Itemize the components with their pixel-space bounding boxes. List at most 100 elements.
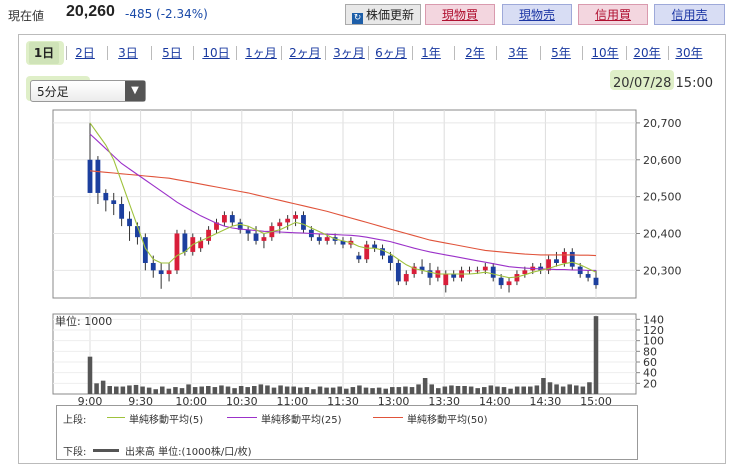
candle-body bbox=[293, 215, 298, 219]
volume-bar bbox=[94, 383, 99, 394]
candle-body bbox=[253, 233, 259, 241]
volume-bar bbox=[495, 386, 500, 394]
volume-bar bbox=[587, 382, 592, 394]
volume-unit-label: 単位: 1000 bbox=[55, 314, 112, 328]
ma25-line bbox=[89, 133, 596, 271]
current-price-value: 20,260 bbox=[66, 3, 115, 20]
volume-bar bbox=[238, 386, 244, 394]
candle-body bbox=[403, 274, 409, 282]
volume-bar bbox=[574, 385, 579, 394]
candle-body bbox=[498, 277, 504, 286]
volume-bar bbox=[455, 386, 461, 394]
tab-1day[interactable]: 1日 bbox=[29, 42, 59, 64]
refresh-quote-button[interactable]: ↻ 株価更新 bbox=[345, 4, 421, 25]
candle-body bbox=[380, 248, 385, 256]
volume-tick-label: 120 bbox=[643, 324, 664, 337]
volume-bar bbox=[350, 387, 356, 394]
volume-bar bbox=[120, 386, 126, 394]
time-tick-label: 9:30 bbox=[128, 395, 153, 408]
time-tick-label: 13:30 bbox=[428, 395, 460, 408]
volume-bar bbox=[482, 387, 487, 394]
tab-2month[interactable]: 2ヶ月 bbox=[289, 46, 321, 60]
price-tick-label: 20,600 bbox=[643, 154, 682, 167]
volume-bar bbox=[403, 386, 408, 394]
volume-bar bbox=[199, 386, 204, 394]
tab-2day[interactable]: 2日 bbox=[75, 46, 95, 60]
candle-body bbox=[229, 215, 235, 223]
candle-body bbox=[364, 244, 370, 260]
volume-bar bbox=[114, 386, 119, 394]
volume-tick-label: 100 bbox=[643, 335, 664, 348]
volume-bar bbox=[127, 385, 132, 394]
volume-bar bbox=[396, 387, 402, 394]
volume-plot-area bbox=[52, 313, 637, 395]
tab-10day[interactable]: 10日 bbox=[202, 46, 230, 60]
volume-bar bbox=[521, 386, 526, 394]
candle-body bbox=[506, 281, 512, 286]
price-change: -485 (-2.34%) bbox=[125, 7, 208, 21]
volume-bar bbox=[554, 384, 559, 394]
tab-6month[interactable]: 6ヶ月 bbox=[375, 46, 407, 60]
volume-bar bbox=[278, 385, 283, 394]
candle-body bbox=[443, 274, 449, 286]
tab-10year[interactable]: 10年 bbox=[591, 46, 619, 60]
tab-20year[interactable]: 20年 bbox=[633, 46, 661, 60]
tab-3year[interactable]: 3年 bbox=[508, 46, 528, 60]
volume-bar bbox=[206, 386, 211, 394]
sell-spot-button[interactable]: 現物売 bbox=[502, 4, 572, 25]
volume-bar bbox=[363, 387, 369, 394]
volume-bar bbox=[560, 386, 566, 394]
volume-bar bbox=[376, 387, 382, 394]
volume-bar bbox=[462, 386, 467, 394]
quote-header: 現在値 20,260 -485 (-2.34%) ↻ 株価更新 現物買 現物売 信… bbox=[0, 0, 733, 30]
volume-bar bbox=[541, 378, 546, 394]
time-tick-label: 10:30 bbox=[226, 395, 258, 408]
volume-bar bbox=[475, 388, 480, 394]
chart-datetime: 20/07/28 15:00 bbox=[613, 76, 713, 91]
tab-5year[interactable]: 5年 bbox=[551, 46, 571, 60]
legend-upper-label: 上段: bbox=[63, 415, 87, 426]
candle-body bbox=[277, 222, 283, 227]
candle-body bbox=[127, 218, 132, 227]
volume-bar bbox=[370, 388, 375, 394]
volume-tick-label: 60 bbox=[643, 356, 657, 369]
volume-bar bbox=[390, 387, 395, 394]
candle-body bbox=[301, 215, 306, 230]
volume-bar bbox=[508, 388, 513, 394]
volume-bar bbox=[219, 385, 224, 394]
refresh-quote-label: 株価更新 bbox=[365, 8, 414, 22]
candle-body bbox=[150, 262, 156, 271]
chevron-down-icon[interactable]: ▼ bbox=[125, 81, 145, 101]
volume-bar bbox=[258, 384, 264, 394]
volume-bar bbox=[140, 386, 145, 394]
legend-ma5-line bbox=[107, 417, 125, 418]
tab-5day[interactable]: 5日 bbox=[162, 46, 182, 60]
tab-2year[interactable]: 2年 bbox=[465, 46, 485, 60]
time-tick-label: 14:00 bbox=[479, 395, 511, 408]
legend-lower-label: 下段: bbox=[63, 447, 87, 458]
buy-margin-button[interactable]: 信用買 bbox=[578, 4, 648, 25]
legend-ma25-label: 単純移動平均(25) bbox=[261, 415, 342, 426]
volume-bar bbox=[442, 386, 448, 394]
buy-spot-button[interactable]: 現物買 bbox=[425, 4, 495, 25]
interval-select[interactable]: 5分足 ▼ bbox=[30, 80, 146, 102]
tab-30year[interactable]: 30年 bbox=[675, 46, 703, 60]
tab-1month[interactable]: 1ヶ月 bbox=[245, 46, 277, 60]
tab-3month[interactable]: 3ヶ月 bbox=[333, 46, 365, 60]
volume-bar bbox=[409, 387, 415, 394]
sell-margin-button[interactable]: 信用売 bbox=[654, 4, 725, 25]
candle-body bbox=[467, 270, 472, 272]
candle-body bbox=[198, 240, 204, 249]
candle-body bbox=[427, 270, 433, 278]
volume-bar bbox=[291, 386, 296, 394]
volume-bar bbox=[488, 385, 494, 394]
volume-bar bbox=[298, 387, 303, 394]
volume-bar bbox=[449, 385, 454, 394]
volume-bar bbox=[514, 386, 520, 394]
tab-1year[interactable]: 1年 bbox=[421, 46, 441, 60]
ma5-line bbox=[89, 122, 597, 279]
candle-body bbox=[158, 270, 164, 275]
price-tick-label: 20,500 bbox=[643, 191, 682, 204]
candle-body bbox=[111, 200, 117, 204]
tab-3day[interactable]: 3日 bbox=[118, 46, 138, 60]
